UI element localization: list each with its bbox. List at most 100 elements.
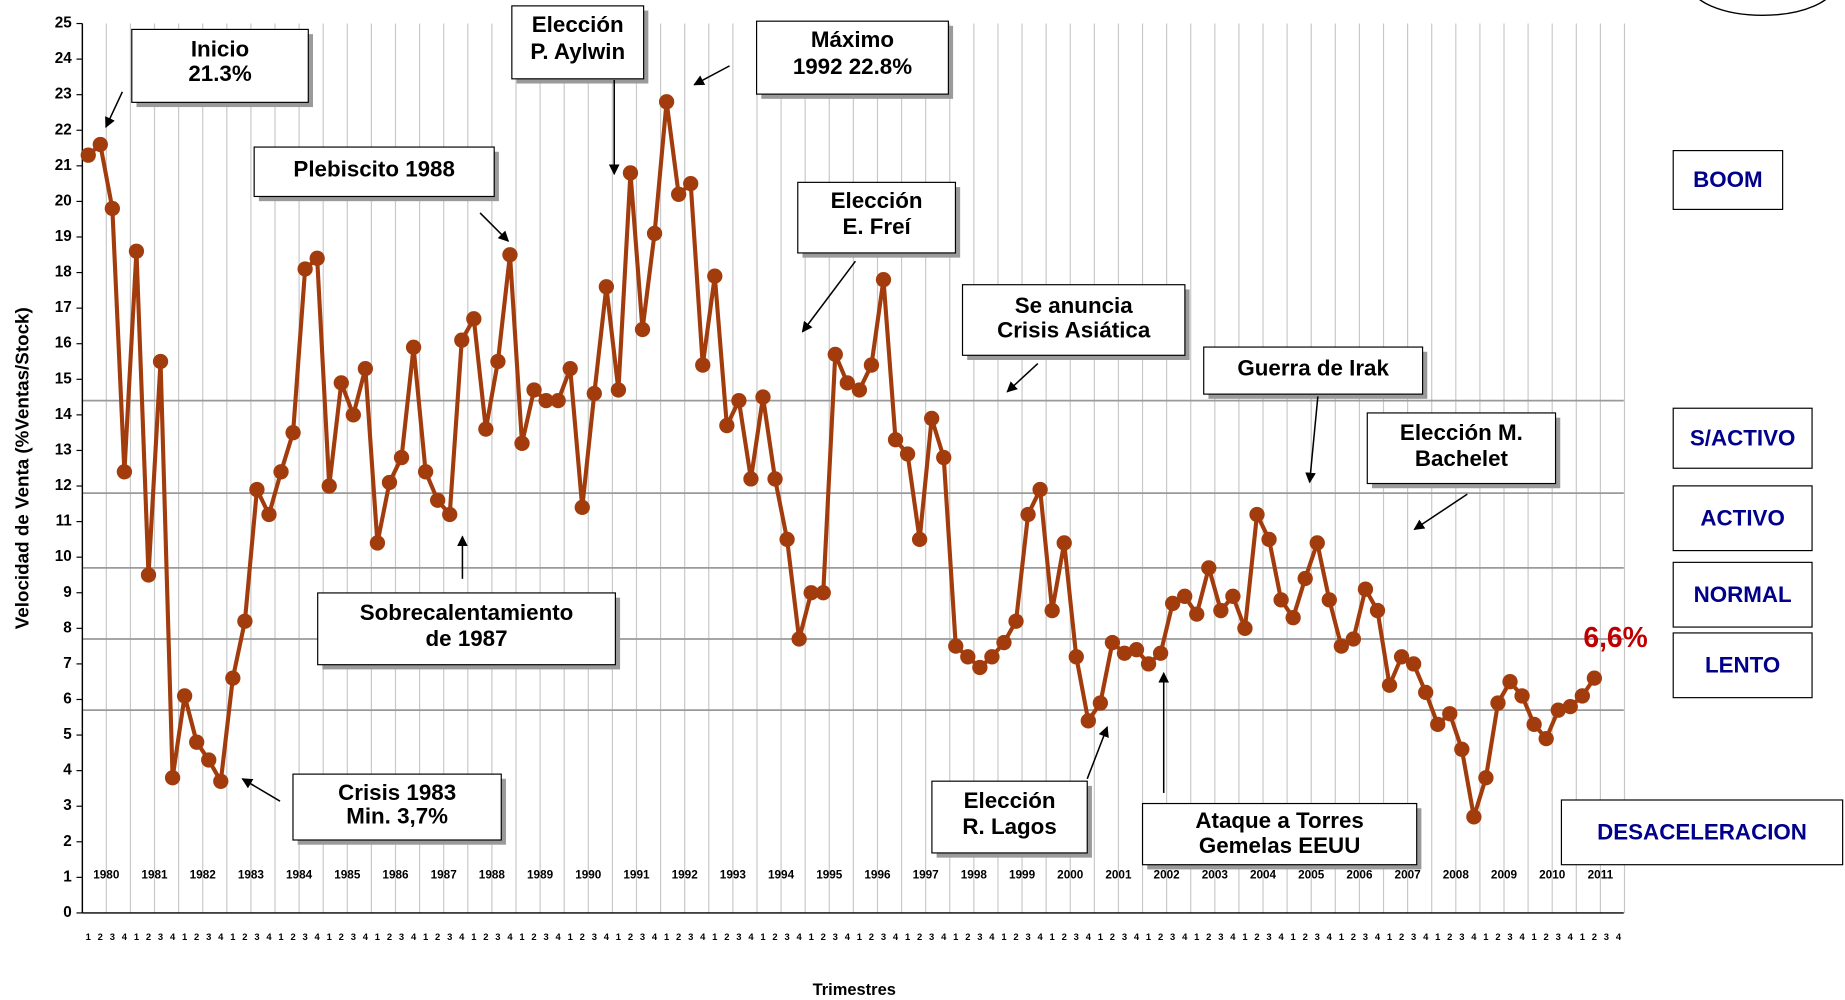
x-tick-label: 2 — [1592, 931, 1597, 942]
x-tick-label: 1 — [134, 931, 139, 942]
annotation-box — [292, 773, 502, 841]
data-point — [1297, 570, 1313, 587]
data-point — [1189, 606, 1205, 622]
x-tick-label: 4 — [315, 931, 321, 942]
data-point — [1128, 642, 1145, 658]
data-point — [357, 360, 374, 377]
data-point — [622, 165, 639, 181]
year-label: 1986 — [382, 868, 409, 881]
annotation-text: Min. 3,7% — [346, 804, 448, 829]
data-point — [176, 688, 193, 704]
y-tick-label: 23 — [55, 86, 72, 103]
data-point — [1478, 770, 1494, 786]
data-point — [996, 634, 1012, 651]
data-point — [586, 385, 602, 402]
x-tick-label: 3 — [1266, 931, 1271, 942]
annotation-text: Máximo — [811, 27, 894, 52]
annotation-text: Crisis 1983 — [338, 780, 456, 805]
x-tick-label: 2 — [869, 931, 874, 942]
y-tick-label: 13 — [55, 441, 72, 458]
data-point — [1430, 716, 1446, 733]
year-label: 1984 — [286, 868, 313, 881]
data-point — [92, 136, 108, 153]
zone-box — [1560, 799, 1844, 866]
x-tick-label: 3 — [1556, 931, 1561, 942]
year-label: 1991 — [623, 868, 650, 881]
zone-label: BOOM — [1693, 167, 1763, 192]
data-point — [948, 638, 964, 654]
data-point — [984, 649, 1000, 665]
x-tick-label: 3 — [206, 931, 211, 942]
data-point — [1393, 649, 1410, 665]
x-tick-label: 4 — [266, 931, 272, 942]
data-point — [610, 382, 627, 398]
y-tick-label: 21 — [55, 157, 73, 174]
x-tick-label: 1 — [1580, 931, 1585, 942]
x-tick-label: 2 — [1254, 931, 1259, 942]
x-tick-label: 1 — [809, 931, 814, 942]
data-point — [1104, 634, 1121, 651]
data-point — [405, 339, 422, 355]
x-tick-label: 1 — [1146, 931, 1151, 942]
annotation-arrow — [479, 212, 510, 242]
data-point — [743, 471, 759, 487]
year-label: 2008 — [1443, 868, 1470, 881]
year-label: 1989 — [527, 868, 554, 881]
x-tick-label: 4 — [989, 931, 995, 942]
x-tick-label: 3 — [495, 931, 500, 942]
x-tick-label: 2 — [1158, 931, 1163, 942]
x-tick-label: 2 — [1544, 931, 1549, 942]
data-point — [1008, 613, 1024, 629]
data-point — [924, 410, 940, 427]
x-tick-label: 3 — [1507, 931, 1512, 942]
x-tick-label: 2 — [98, 931, 103, 942]
x-tick-label: 4 — [845, 931, 851, 942]
x-tick-label: 4 — [1423, 931, 1429, 942]
x-tick-label: 3 — [110, 931, 115, 942]
data-point — [345, 407, 361, 423]
x-tick-label: 1 — [1242, 931, 1247, 942]
data-point — [1442, 706, 1458, 722]
year-label: 2010 — [1539, 868, 1566, 881]
data-point — [936, 449, 952, 466]
zone-box — [1672, 561, 1813, 628]
year-label: 2000 — [1057, 868, 1084, 881]
data-point — [225, 670, 241, 686]
data-point — [1261, 531, 1277, 548]
y-tick-label: 0 — [63, 904, 72, 921]
x-tick-label: 4 — [1230, 931, 1236, 942]
annotation-text: Inicio — [191, 36, 249, 61]
data-point — [1032, 481, 1048, 498]
data-point — [658, 94, 675, 110]
data-point — [791, 631, 807, 647]
year-label: 1998 — [961, 868, 988, 881]
data-point — [152, 353, 169, 370]
annotation-text: 1992 22.8% — [793, 54, 912, 79]
x-tick-label: 3 — [1170, 931, 1175, 942]
data-point — [1309, 535, 1325, 551]
data-point — [1333, 638, 1349, 654]
x-tick-label: 3 — [254, 931, 259, 942]
x-tick-label: 4 — [1086, 931, 1092, 942]
x-tick-label: 4 — [1375, 931, 1381, 942]
x-axis-title: Trimestres — [813, 981, 896, 999]
data-point — [646, 225, 663, 242]
year-label: 1992 — [672, 868, 699, 881]
data-point — [116, 464, 133, 480]
data-point — [1357, 581, 1374, 597]
data-point — [767, 471, 783, 487]
x-tick-label: 4 — [170, 931, 176, 942]
data-point — [1466, 809, 1482, 825]
annotation-text: Crisis Asiática — [997, 318, 1151, 343]
year-label: 1980 — [93, 868, 120, 881]
y-tick-label: 19 — [55, 228, 72, 245]
data-point — [1273, 592, 1289, 608]
annotation-box — [1141, 802, 1418, 866]
x-tick-label: 2 — [194, 931, 199, 942]
data-point — [839, 375, 855, 391]
x-tick-label: 2 — [821, 931, 826, 942]
data-point — [1201, 560, 1217, 576]
x-tick-label: 1 — [616, 931, 621, 942]
data-point — [1237, 620, 1253, 636]
x-tick-label: 2 — [917, 931, 922, 942]
